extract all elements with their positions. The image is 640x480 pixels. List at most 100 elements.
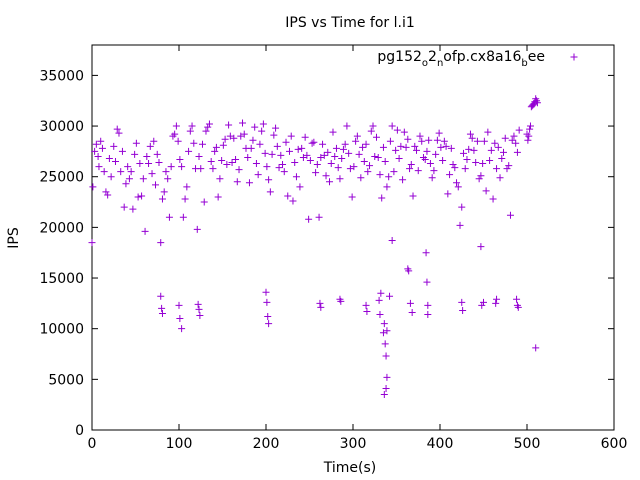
data-point [252,160,260,168]
data-point [477,243,485,251]
data-point [204,123,212,131]
data-point [345,149,353,157]
data-point [205,120,213,128]
data-point [439,157,447,164]
data-point [416,132,424,140]
data-point [209,165,217,173]
data-point [465,145,473,153]
data-point [150,137,158,145]
data-point [421,155,429,163]
data-point [279,161,287,169]
data-point [92,140,100,148]
legend-text-main: pg152 [377,49,422,65]
data-point [298,144,306,152]
y-tick-label: 5000 [48,372,84,388]
legend: pg152o2nofp.cx8a16bee [377,49,578,69]
data-point [382,384,390,392]
data-point [100,168,108,176]
legend-label: pg152o2nofp.cx8a16bee [377,49,545,69]
data-point [306,157,314,164]
data-point [366,162,374,170]
data-point [272,124,280,132]
data-point [88,239,96,247]
data-point [532,344,540,352]
data-point [327,160,335,168]
data-point [423,278,431,286]
data-point [94,152,102,160]
data-point [397,142,405,150]
data-point [158,309,166,317]
data-point [362,140,370,148]
data-point [188,122,196,130]
data-point [459,149,467,157]
data-point [381,158,389,166]
data-point [322,172,330,180]
data-point [218,157,226,164]
data-point [355,150,363,158]
data-point [376,311,384,318]
data-point [158,304,166,312]
data-point [263,298,271,306]
data-point [363,307,371,315]
data-point [162,168,170,176]
x-tick-label: 0 [88,436,97,452]
data-points [88,95,541,399]
data-point [244,153,252,161]
data-point [264,313,272,321]
data-point [176,315,184,323]
data-point [171,130,179,138]
data-point [228,159,236,167]
y-tick-label: 10000 [39,322,84,338]
data-point [426,160,434,168]
data-point [405,267,413,275]
data-point [164,175,172,183]
data-point [512,139,520,147]
data-point [422,249,430,257]
data-point [160,188,168,196]
data-point [451,164,459,172]
x-axis-title: Time(s) [323,460,376,476]
data-point [458,298,466,306]
data-point [341,140,349,148]
data-point [334,164,342,172]
data-point [118,147,126,155]
data-point [178,325,186,333]
data-point [124,163,132,171]
data-point [449,161,457,169]
legend-text-2: 2 [428,49,437,65]
data-point [145,160,153,168]
data-point [386,137,394,145]
data-point [89,183,97,191]
data-point [219,141,227,149]
data-point [331,152,339,160]
data-point [165,213,173,221]
data-point [447,144,455,152]
data-point [225,121,233,129]
data-point [339,145,347,153]
data-point [424,311,432,318]
x-axis-ticks: 0 100 200 300 400 500 600 [88,45,627,452]
data-point [489,195,497,203]
data-point [214,193,222,201]
data-point [153,150,161,158]
data-point [442,142,450,150]
data-point [533,99,541,107]
data-point [411,142,419,150]
data-point [134,193,142,201]
data-point [256,140,264,148]
data-point [468,134,476,142]
y-axis-ticks: 0 5000 10000 15000 20000 25000 30000 35000 [39,68,614,439]
data-point [435,129,443,137]
data-point [524,136,532,144]
data-point [458,203,466,211]
data-point [506,211,514,219]
data-point [505,162,513,170]
data-point [273,142,281,150]
data-point [181,195,189,203]
data-point [146,142,154,150]
data-point [482,187,490,195]
data-point [239,119,247,127]
data-point [104,191,112,199]
data-point [494,143,502,151]
x-tick-label: 300 [340,436,367,452]
